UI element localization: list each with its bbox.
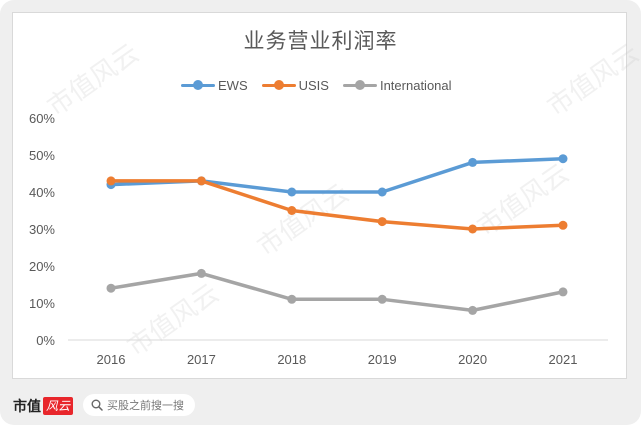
x-tick-label: 2021: [549, 352, 578, 367]
data-point-marker[interactable]: [468, 305, 478, 315]
search-box[interactable]: 买股之前搜一搜: [83, 394, 195, 416]
data-point-marker[interactable]: [558, 287, 568, 297]
brand-badge: 风云: [43, 397, 74, 415]
data-point-marker[interactable]: [377, 217, 387, 227]
y-tick-label: 60%: [29, 111, 55, 126]
series-line: [109, 156, 565, 194]
y-tick-label: 0%: [36, 333, 55, 348]
legend-label: EWS: [218, 77, 248, 93]
chart-panel: [12, 12, 627, 379]
x-tick-label: 2016: [97, 352, 126, 367]
y-tick-label: 40%: [29, 185, 55, 200]
y-axis: 0% 10% 20% 30% 40% 50% 60%: [29, 111, 55, 348]
data-point-marker[interactable]: [287, 294, 297, 304]
search-placeholder: 买股之前搜一搜: [107, 399, 184, 412]
series-international: [106, 268, 568, 315]
series-line: [109, 271, 565, 313]
data-point-marker[interactable]: [558, 154, 568, 164]
y-tick-label: 20%: [29, 259, 55, 274]
data-point-marker[interactable]: [196, 176, 206, 186]
legend-item-usis[interactable]: USIS: [261, 77, 329, 93]
x-tick-label: 2018: [277, 352, 306, 367]
x-tick-label: 2017: [187, 352, 216, 367]
y-tick-label: 30%: [29, 222, 55, 237]
series-lines: [106, 154, 568, 315]
legend-line-marker-icon: [342, 79, 377, 91]
chart-legend: EWS USIS International: [181, 76, 452, 94]
legend-line-marker-icon: [261, 79, 296, 91]
data-point-marker[interactable]: [377, 187, 387, 197]
legend-item-international[interactable]: International: [342, 77, 452, 93]
x-tick-label: 2019: [368, 352, 397, 367]
data-point-marker[interactable]: [377, 294, 387, 304]
legend-line-marker-icon: [181, 79, 215, 91]
legend-label: International: [379, 77, 452, 93]
data-point-marker[interactable]: [106, 176, 116, 186]
brand-text: 市值: [13, 399, 41, 415]
x-tick-label: 2020: [458, 352, 487, 367]
data-point-marker[interactable]: [468, 157, 478, 167]
chart-title: 业务营业利润率: [243, 29, 398, 53]
brand-logo: 市值 风云: [13, 396, 74, 416]
search-icon: [91, 399, 103, 411]
series-ews: [106, 154, 568, 197]
y-tick-label: 10%: [29, 296, 55, 311]
legend-item-ews[interactable]: EWS: [181, 78, 248, 93]
y-tick-label: 50%: [29, 148, 55, 163]
legend-label: USIS: [298, 77, 329, 93]
data-point-marker[interactable]: [287, 206, 297, 215]
series-usis: [106, 176, 568, 234]
data-point-marker[interactable]: [558, 220, 568, 230]
x-axis: 2016 2017 2018 2019 2020 2021: [97, 352, 578, 367]
data-point-marker[interactable]: [287, 187, 297, 197]
series-line: [109, 179, 565, 231]
data-point-marker[interactable]: [196, 268, 206, 278]
data-point-marker[interactable]: [106, 283, 116, 293]
data-point-marker[interactable]: [468, 224, 478, 234]
